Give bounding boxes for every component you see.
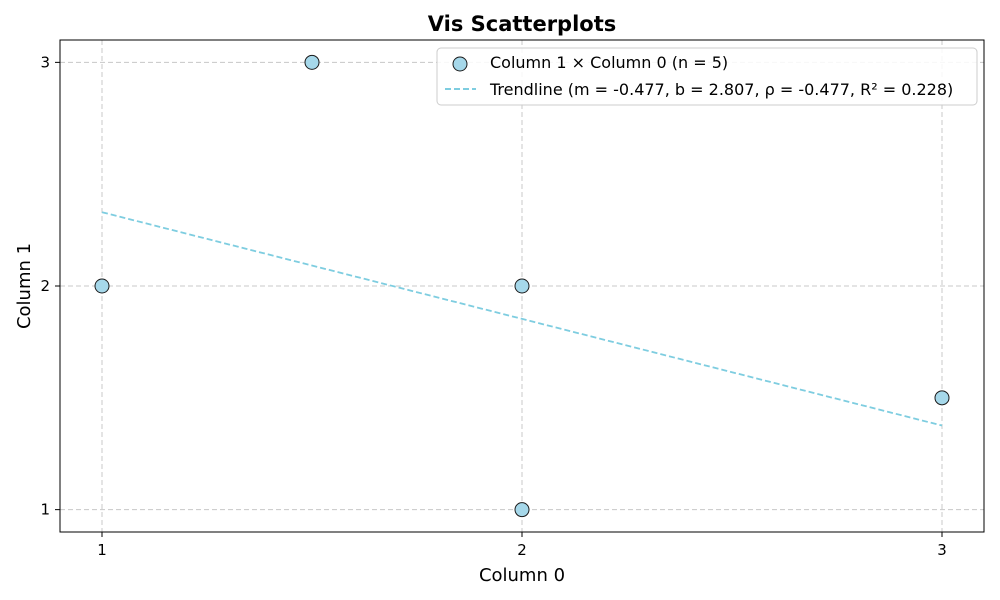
axis-ticks: 1 2 3 1 2 3 (40, 53, 946, 559)
trendline-layer (101, 211, 943, 427)
x-tick-label: 3 (937, 541, 947, 559)
data-point (94, 278, 110, 294)
y-tick-label: 2 (40, 277, 50, 295)
y-axis-label: Column 1 (14, 243, 35, 329)
legend-entry-scatter: Column 1 × Column 0 (n = 5) (490, 53, 728, 72)
y-tick-label: 1 (40, 501, 50, 519)
trendline (101, 211, 943, 427)
data-point (934, 390, 950, 406)
data-point (514, 278, 530, 294)
points-layer (94, 54, 950, 518)
plot-frame (59, 39, 985, 533)
x-tick-label: 2 (517, 541, 527, 559)
chart-title: Vis Scatterplots (428, 12, 617, 36)
legend-entry-trendline: Trendline (m = -0.477, b = 2.807, ρ = -0… (489, 80, 953, 99)
y-tick-label: 3 (40, 53, 50, 71)
legend: Column 1 × Column 0 (n = 5) Trendline (m… (436, 47, 978, 106)
legend-marker-scatter (452, 56, 468, 72)
data-point (514, 502, 530, 518)
x-axis-label: Column 0 (479, 565, 565, 586)
x-tick-label: 1 (97, 541, 107, 559)
legend-box (436, 47, 978, 106)
data-point (304, 54, 320, 70)
